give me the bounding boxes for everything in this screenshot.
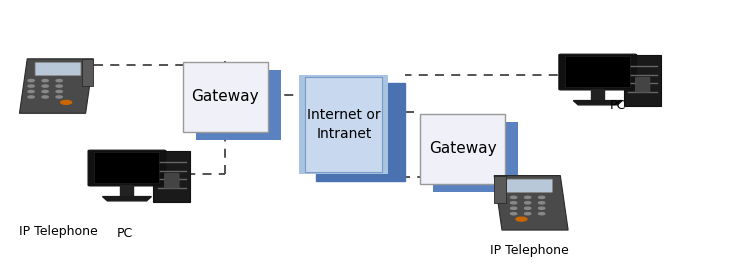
FancyBboxPatch shape [88,150,166,186]
Circle shape [28,96,34,98]
Circle shape [42,80,49,82]
Polygon shape [81,59,93,86]
Text: Gateway: Gateway [429,141,496,156]
FancyBboxPatch shape [35,62,81,76]
FancyBboxPatch shape [506,179,553,192]
Circle shape [524,207,531,209]
Polygon shape [316,83,405,181]
Circle shape [56,80,62,82]
Text: Gateway: Gateway [191,89,259,104]
FancyBboxPatch shape [94,152,160,184]
FancyBboxPatch shape [182,62,268,132]
FancyBboxPatch shape [196,70,281,140]
Polygon shape [495,176,568,230]
FancyBboxPatch shape [433,122,518,192]
Polygon shape [592,89,604,101]
FancyBboxPatch shape [153,151,190,202]
Circle shape [42,96,49,98]
Circle shape [539,202,545,204]
Text: IP Telephone: IP Telephone [19,224,98,238]
Circle shape [28,85,34,87]
Circle shape [28,90,34,92]
Circle shape [56,96,62,98]
Circle shape [539,207,545,209]
FancyBboxPatch shape [636,77,650,92]
Circle shape [56,90,62,92]
Circle shape [539,196,545,198]
Circle shape [510,202,517,204]
FancyBboxPatch shape [420,114,505,184]
Text: PC: PC [117,227,133,240]
Circle shape [42,90,49,92]
Polygon shape [19,59,93,113]
Polygon shape [102,197,152,201]
Circle shape [524,202,531,204]
Circle shape [524,213,531,215]
Circle shape [61,100,72,104]
Circle shape [56,85,62,87]
Circle shape [516,217,527,221]
Circle shape [510,196,517,198]
Circle shape [524,196,531,198]
FancyBboxPatch shape [559,54,636,90]
FancyBboxPatch shape [624,55,661,106]
FancyBboxPatch shape [565,56,630,88]
Circle shape [42,85,49,87]
Circle shape [28,80,34,82]
Polygon shape [120,185,134,197]
Text: PC: PC [610,99,626,112]
Circle shape [510,213,517,215]
Circle shape [510,207,517,209]
Text: IP Telephone: IP Telephone [490,244,568,257]
Polygon shape [573,101,622,105]
Polygon shape [495,176,506,203]
FancyBboxPatch shape [164,174,179,188]
Circle shape [539,213,545,215]
FancyBboxPatch shape [300,76,388,174]
Text: Internet or
Intranet: Internet or Intranet [307,108,381,142]
FancyBboxPatch shape [306,77,382,172]
